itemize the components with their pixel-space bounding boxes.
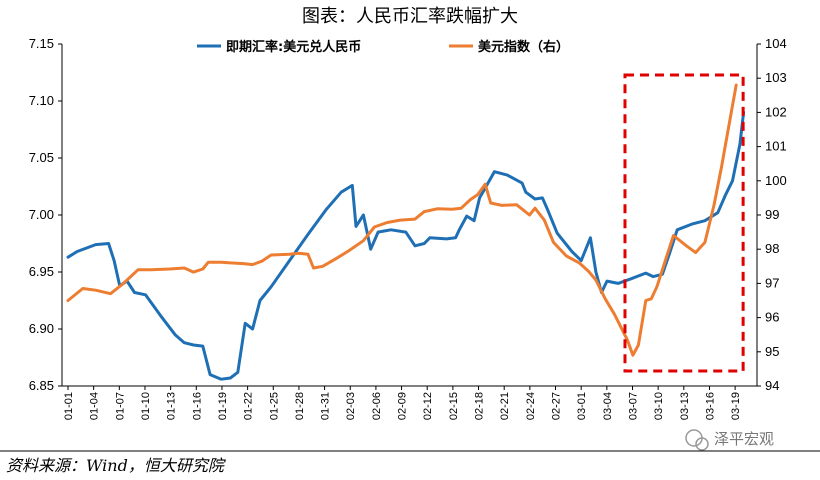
source-note: 资料来源：Wind，恒大研究院 [6,456,227,475]
x-tick-label: 03-16 [704,392,716,420]
x-tick-label: 01-01 [63,392,75,420]
x-tick-label: 01-13 [166,392,178,420]
x-tick-label: 02-06 [371,392,383,420]
x-tick-label: 01-31 [320,392,332,420]
x-tick-label: 01-22 [243,392,255,420]
left-tick-label: 6.90 [29,321,54,336]
wechat-icon-small [695,437,709,451]
legend-label-dxy: 美元指数（右） [478,39,569,55]
x-tick-label: 03-13 [679,392,691,420]
x-tick-label: 01-19 [217,392,229,420]
right-tick-label: 96 [765,310,779,325]
right-tick-label: 99 [765,207,779,222]
x-tick-label: 01-16 [191,392,203,420]
right-tick-label: 98 [765,241,779,256]
highlight-box [623,73,745,373]
right-tick-label: 94 [765,378,779,393]
series-line-dxy [66,83,738,357]
x-tick-label: 02-18 [474,392,486,420]
left-tick-label: 6.95 [29,264,54,279]
right-tick-label: 100 [765,173,787,188]
left-tick-label: 7.00 [29,207,54,222]
right-tick-label: 104 [765,36,787,51]
x-tick-label: 02-27 [551,392,563,420]
left-tick-label: 6.85 [29,378,54,393]
right-tick-label: 103 [765,70,787,85]
x-tick-label: 03-01 [576,392,588,420]
x-tick-label: 02-09 [397,392,409,420]
x-tick-label: 02-24 [525,392,537,420]
x-tick-label: 03-04 [602,392,614,420]
watermark-text: 泽平宏观 [714,430,774,448]
x-tick-labels: 01-01 01-04 01-07 01-10 01-13 01-16 01-19 01-22… [63,386,742,420]
x-tick-label: 03-10 [653,392,665,420]
x-tick-label: 01-25 [268,392,280,420]
x-tick-label: 02-15 [448,392,460,420]
x-tick-label: 02-21 [499,392,511,420]
right-tick-label: 102 [765,104,787,119]
legend: 即期汇率:美元兑人民币 美元指数（右） [197,39,569,55]
right-tick-label: 101 [765,139,787,154]
x-tick-label: 03-07 [627,392,639,420]
series-lines [66,83,746,381]
left-tick-labels: 6.85 6.90 6.95 7.00 7.05 7.10 7.15 [29,36,62,393]
chart-title: 图表：人民币汇率跌幅扩大 [302,6,518,27]
x-tick-label: 01-28 [294,392,306,420]
x-tick-label: 01-10 [140,392,152,420]
left-tick-label: 7.15 [29,36,54,51]
x-tick-label: 01-04 [89,392,101,420]
x-tick-label: 01-07 [114,392,126,420]
x-tick-label: 03-19 [730,392,742,420]
right-tick-label: 97 [765,275,779,290]
watermark: 泽平宏观 [685,429,774,451]
right-tick-label: 95 [765,344,779,359]
left-tick-label: 7.10 [29,93,54,108]
legend-label-usdcny: 即期汇率:美元兑人民币 [226,39,361,55]
x-tick-label: 02-03 [345,392,357,420]
series-line-usdcny [66,110,746,381]
x-tick-label: 02-12 [422,392,434,420]
right-tick-labels: 94 95 96 97 98 99 100 101 102 103 104 [757,36,787,393]
left-tick-label: 7.05 [29,150,54,165]
